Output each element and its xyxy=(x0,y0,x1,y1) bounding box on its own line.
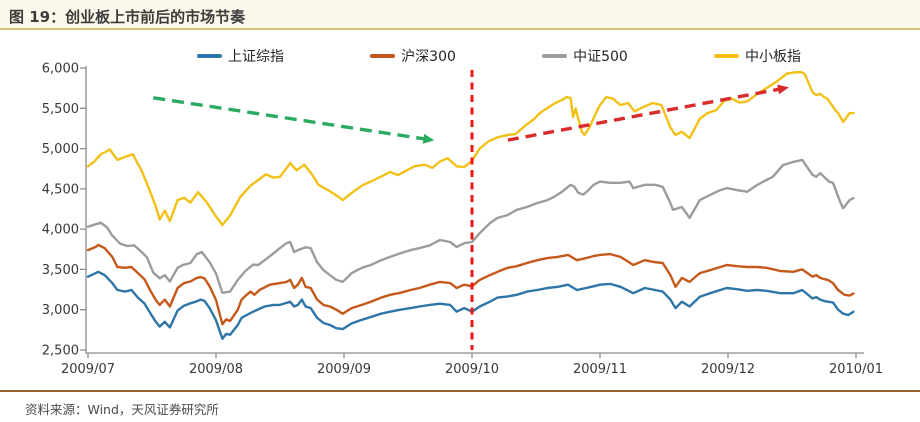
y-tick-label: 3,500 xyxy=(42,263,79,278)
x-tick-label: 2009/10 xyxy=(445,362,499,377)
y-tick-label: 4,500 xyxy=(42,182,79,197)
axis-ticks xyxy=(80,67,857,358)
legend-swatch-csi-300 xyxy=(370,54,396,58)
legend-label: 中证500 xyxy=(573,49,628,65)
source-note: 资料来源：Wind，天风证券研究所 xyxy=(25,402,219,417)
x-tick-label: 2009/09 xyxy=(317,362,371,377)
legend-swatch-sse-composite xyxy=(197,54,222,58)
series-lines xyxy=(86,70,855,340)
legend-label: 上证综指 xyxy=(228,49,284,65)
chart-legend: 上证综指 沪深300 中证500 中小板指 xyxy=(197,46,801,66)
x-tick-label: 2009/11 xyxy=(573,362,627,377)
figure-header: 图 19：创业板上市前后的市场节奏 xyxy=(0,0,920,30)
legend-swatch-sme-board xyxy=(713,54,739,58)
footer-divider xyxy=(0,390,920,392)
axis-lines xyxy=(85,66,864,354)
legend-label: 中小板指 xyxy=(744,49,801,65)
series-line-sse-composite xyxy=(86,270,855,340)
x-tick-label: 2010/01 xyxy=(829,362,883,377)
legend-item-csi-500: 中证500 xyxy=(542,46,628,66)
legend-swatch-csi-500 xyxy=(542,54,568,58)
legend-item-sse-composite: 上证综指 xyxy=(197,46,284,66)
series-line-csi-300 xyxy=(86,243,855,326)
x-tick-label: 2009/12 xyxy=(701,362,755,377)
y-tick-label: 3,000 xyxy=(42,303,79,318)
y-tick-label: 5,500 xyxy=(42,102,79,117)
y-tick-label: 2,500 xyxy=(42,344,79,359)
y-tick-label: 6,000 xyxy=(42,62,79,77)
legend-label: 沪深300 xyxy=(401,49,456,65)
series-line-sme-board xyxy=(86,70,855,227)
legend-item-sme-board: 中小板指 xyxy=(713,46,801,66)
post-listing-uptrend-arrow xyxy=(507,84,789,142)
legend-item-csi-300: 沪深300 xyxy=(370,46,456,66)
y-tick-label: 4,000 xyxy=(42,223,79,238)
y-tick-label: 5,000 xyxy=(42,142,79,157)
series-line-csi-500 xyxy=(86,158,855,294)
figure-title: 图 19：创业板上市前后的市场节奏 xyxy=(9,8,246,26)
x-tick-label: 2009/07 xyxy=(61,362,115,377)
x-tick-label: 2009/08 xyxy=(189,362,243,377)
pre-listing-downtrend-arrow xyxy=(153,96,435,144)
